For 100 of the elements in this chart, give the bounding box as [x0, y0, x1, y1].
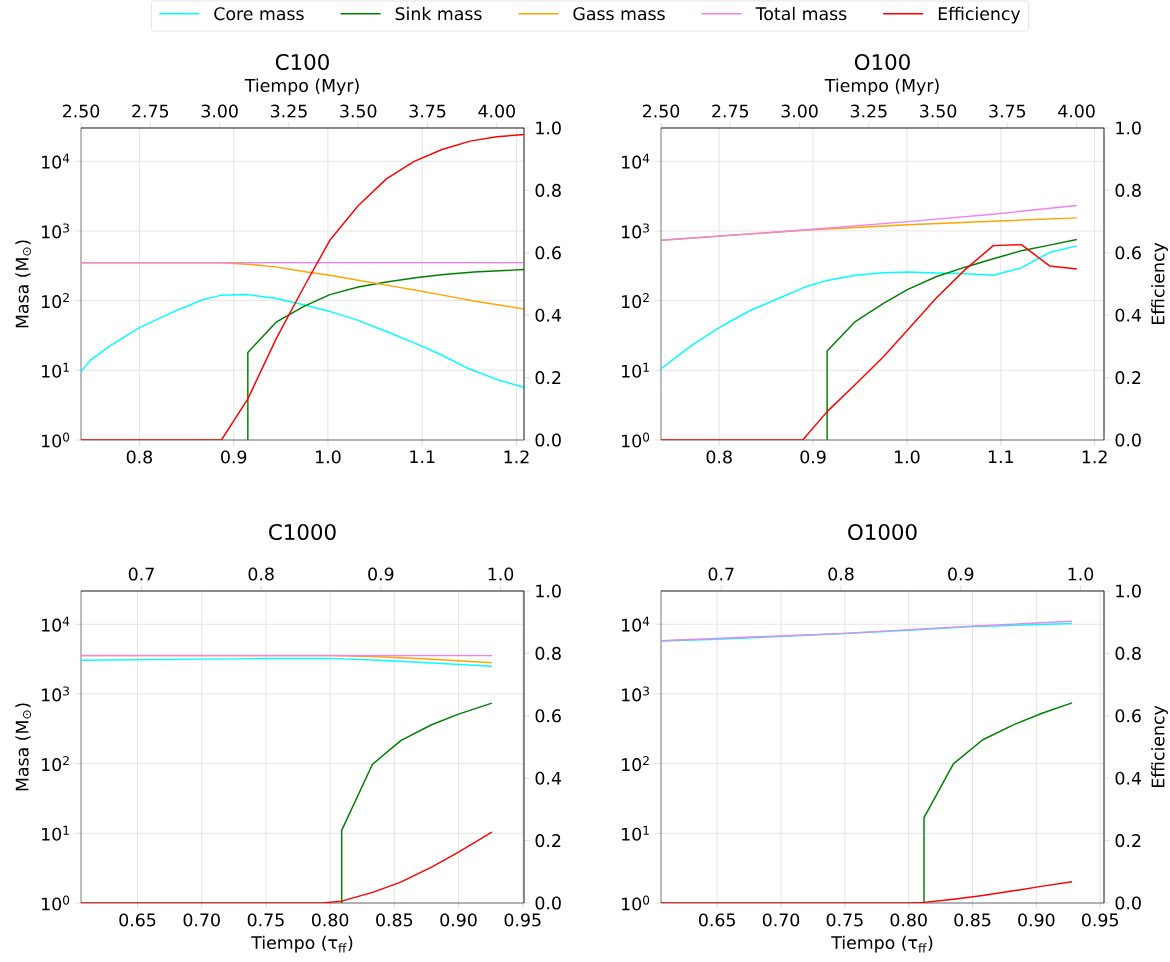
x-tick-label: 0.65: [119, 913, 156, 927]
y2-tick-label: 0.6: [535, 709, 561, 723]
x2-tick-label: 3.00: [781, 104, 818, 118]
y2-tick-label: 1.0: [1116, 584, 1141, 598]
x-tick-label: 0.80: [890, 913, 927, 927]
x-tick-label: 1.0: [895, 450, 920, 464]
y2-tick-label: 0.8: [535, 646, 561, 660]
y-tick-label: 10$^{0}$: [42, 895, 70, 911]
y-tick-label: 10$^{3}$: [622, 686, 649, 702]
y-tick-label: 10$^{2}$: [42, 756, 69, 772]
x-tick-label: 0.8: [126, 450, 153, 464]
x2-tick-label: 1.0: [488, 567, 514, 581]
y2-tick-label: 0.8: [1115, 183, 1141, 197]
y2-tick-label: 1.0: [536, 121, 561, 135]
x-tick-label: 0.90: [440, 913, 477, 927]
y2-tick-label: 0.0: [1115, 433, 1141, 447]
x2-tick-label: 4.00: [1058, 104, 1095, 118]
x2-tick-label: 3.25: [850, 104, 887, 118]
y2-tick-label: 0.4: [535, 771, 561, 785]
x2-tick-label: 2.50: [62, 104, 100, 118]
x2-tick-label: 3.75: [989, 104, 1026, 118]
x2-tick-label: 0.9: [948, 567, 974, 581]
y2-tick-label: 0.0: [535, 433, 561, 447]
y2-tick-label: 1.0: [536, 584, 561, 598]
x-tick-label: 0.85: [954, 913, 991, 927]
y-tick-label: 10$^{2}$: [622, 756, 649, 772]
x2-tick-label: 3.50: [920, 104, 957, 118]
y-tick-label: 10$^{4}$: [622, 616, 650, 632]
x2-tick-label: 3.50: [340, 104, 377, 118]
x-tick-label: 0.9: [221, 450, 247, 464]
x2-tick-label: 3.00: [201, 104, 238, 118]
y2-tick-label: 0.4: [1115, 308, 1141, 322]
legend-label: Sink mass: [395, 6, 482, 21]
x2-tick-label: 4.00: [478, 104, 515, 118]
y2-tick-label: 0.6: [1115, 709, 1141, 723]
y-tick-label: 10$^{3}$: [622, 223, 649, 239]
chart-title: O100: [854, 53, 910, 71]
y2-tick-label: 0.0: [1115, 896, 1141, 910]
x-tick-label: 0.75: [826, 913, 863, 927]
y2-tick-label: 0.4: [1115, 771, 1141, 785]
y2-axis-title: Efficiency: [1151, 705, 1168, 788]
y2-tick-label: 0.8: [535, 183, 561, 197]
x-tick-label: 0.85: [376, 913, 413, 927]
x-tick-label: 0.9: [800, 450, 826, 464]
x2-tick-label: 0.8: [248, 567, 274, 581]
chart-title: C1000: [269, 523, 336, 541]
x2-tick-label: 3.25: [270, 104, 307, 118]
x-tick-label: 0.65: [699, 913, 735, 927]
chart-title: C100: [275, 53, 329, 71]
x2-tick-label: 0.8: [828, 567, 854, 581]
y2-tick-label: 0.2: [535, 834, 561, 848]
x2-axis-title: Tiempo (Myr): [824, 78, 939, 96]
y2-tick-label: 0.0: [535, 896, 561, 910]
y-tick-label: 10$^{2}$: [42, 293, 69, 309]
y2-tick-label: 0.4: [535, 308, 561, 322]
y2-tick-label: 0.2: [1115, 371, 1141, 385]
y-tick-label: 10$^{1}$: [42, 825, 69, 841]
x-axis-title: Tiempo (τ$_{ff}$): [251, 935, 353, 953]
legend-label: Core mass: [214, 7, 304, 21]
x-tick-label: 0.8: [706, 450, 732, 464]
chart-title: O1000: [848, 523, 917, 541]
y-tick-label: 10$^{1}$: [622, 362, 649, 378]
y-axis-title: Masa (M$_{⊙}$): [15, 240, 31, 328]
x2-tick-label: 2.75: [132, 104, 169, 118]
x-tick-label: 0.70: [183, 913, 220, 927]
x-tick-label: 1.1: [988, 450, 1013, 464]
y-tick-label: 10$^{0}$: [42, 432, 70, 448]
y-tick-label: 10$^{2}$: [622, 293, 649, 309]
y2-tick-label: 0.6: [535, 246, 561, 260]
x2-tick-label: 1.0: [1068, 567, 1094, 581]
y-axis-title: Masa (M$_{⊙}$): [15, 703, 31, 791]
y-tick-label: 10$^{1}$: [622, 825, 649, 841]
y-tick-label: 10$^{3}$: [42, 223, 69, 239]
y-tick-label: 10$^{3}$: [42, 686, 69, 702]
x-tick-label: 1.1: [410, 450, 435, 464]
x-tick-label: 0.95: [504, 913, 541, 927]
x2-tick-label: 0.9: [368, 567, 394, 581]
y2-tick-label: 0.6: [1115, 246, 1141, 260]
legend-label: Total mass: [755, 6, 847, 21]
x-tick-label: 0.95: [1082, 913, 1118, 927]
x2-tick-label: 0.7: [708, 567, 734, 581]
y2-tick-label: 1.0: [1116, 121, 1141, 135]
y-tick-label: 10$^{0}$: [622, 895, 650, 911]
x-tick-label: 1.2: [504, 450, 529, 464]
x-axis-title: Tiempo (τ$_{ff}$): [831, 935, 933, 953]
y-tick-label: 10$^{0}$: [622, 432, 650, 448]
x-tick-label: 0.80: [311, 913, 349, 927]
x2-tick-label: 3.75: [409, 104, 446, 118]
x2-axis-title: Tiempo (Myr): [244, 78, 359, 96]
x-tick-label: 0.75: [247, 913, 284, 927]
y2-axis-title: Efficiency: [1151, 242, 1168, 325]
x-tick-label: 0.70: [762, 913, 800, 927]
legend-label: Gass mass: [573, 7, 665, 21]
y2-tick-label: 0.2: [535, 371, 561, 385]
x-tick-label: 1.2: [1082, 450, 1107, 464]
y-tick-label: 10$^{4}$: [622, 153, 650, 169]
y2-tick-label: 0.2: [1115, 834, 1141, 848]
y-tick-label: 10$^{4}$: [42, 153, 70, 169]
y-tick-label: 10$^{4}$: [42, 616, 70, 632]
y-tick-label: 10$^{1}$: [42, 362, 69, 378]
